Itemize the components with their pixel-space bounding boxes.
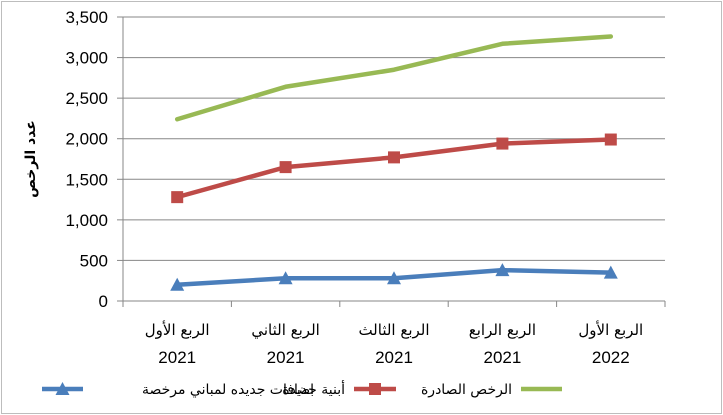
data-point (603, 265, 618, 279)
y-tick-label: 0 (99, 292, 108, 311)
x-category-label: الربع الأول (578, 320, 643, 339)
data-point (604, 133, 617, 146)
x-category-year: 2021 (483, 348, 521, 367)
legend-label: أبنية جديدة (282, 380, 345, 398)
y-tick-label: 1,500 (65, 170, 108, 189)
y-tick-label: 1,000 (65, 211, 108, 230)
y-tick-label: 500 (80, 251, 108, 270)
data-point (496, 137, 509, 150)
data-point (387, 271, 401, 285)
legend-label: الرخص الصادرة (421, 382, 512, 398)
legend-marker (55, 382, 70, 395)
x-category-label: الربع الثاني (251, 321, 319, 340)
legend-marker (369, 383, 381, 395)
data-point (388, 151, 400, 164)
x-category-label: الربع الأول (145, 320, 210, 339)
y-tick-label: 3,500 (65, 8, 108, 27)
series-line (174, 34, 614, 122)
y-axis-title: عدد الرخص (23, 120, 39, 198)
series-line (174, 137, 614, 200)
data-point (170, 277, 185, 291)
data-point (278, 271, 293, 285)
data-point (171, 191, 184, 204)
x-category-year: 2021 (267, 348, 305, 367)
data-point (495, 263, 510, 277)
x-category-label: الربع الرابع (469, 321, 536, 339)
data-point (279, 161, 292, 174)
x-category-year: 2021 (375, 348, 413, 367)
y-tick-label: 2,000 (65, 130, 108, 149)
x-category-year: 2022 (592, 348, 630, 367)
x-category-label: الربع الثالث (358, 321, 429, 339)
x-category-year: 2021 (158, 348, 196, 367)
legend-label: اضافات جديده لمباني مرخصة (142, 382, 314, 398)
y-tick-label: 3,000 (65, 49, 108, 68)
y-tick-label: 2,500 (65, 89, 108, 108)
